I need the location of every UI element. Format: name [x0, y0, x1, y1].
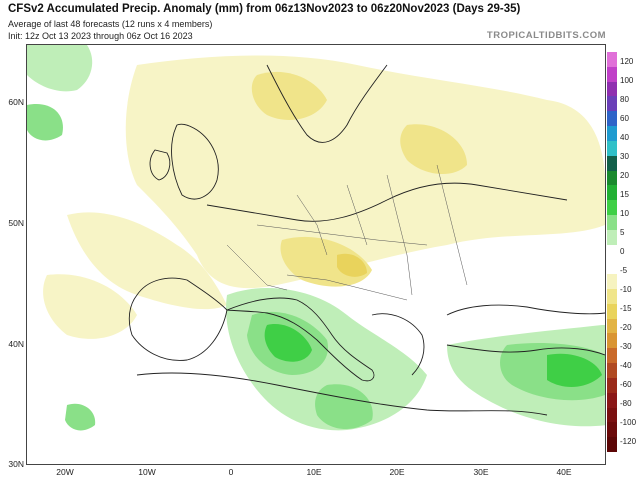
- colorbar-segment: [607, 52, 617, 67]
- colorbar-segment: [607, 407, 617, 423]
- colorbar-label: 120: [620, 56, 634, 66]
- colorbar-segment: [607, 185, 617, 201]
- colorbar-label: -60: [620, 380, 632, 390]
- colorbar-segment: [607, 229, 617, 245]
- border-line: [436, 164, 468, 286]
- colorbar-label: -80: [620, 399, 632, 409]
- colorbar-segment: [607, 259, 617, 275]
- wet-core-middle-east: [547, 353, 602, 387]
- colorbar-label: -40: [620, 361, 632, 371]
- coastlines: [128, 64, 605, 416]
- lon-label-20w: 20W: [56, 467, 74, 477]
- colorbar-segment: [607, 377, 617, 393]
- border-line: [226, 244, 288, 291]
- colorbar-label: 15: [620, 189, 629, 199]
- colorbar-label: -5: [620, 266, 628, 276]
- colorbar: [607, 52, 617, 452]
- north-europe-coast: [206, 182, 568, 222]
- ireland-coast: [149, 149, 171, 181]
- wet-anomaly-west: [27, 104, 63, 141]
- colorbar-segment: [607, 126, 617, 141]
- border-line: [286, 274, 408, 301]
- colorbar-segment: [607, 66, 617, 82]
- map-subtitle-forecasts: Average of last 48 forecasts (12 runs x …: [8, 19, 213, 29]
- italy-france-coast: [226, 297, 375, 382]
- lat-label-50n: 50N: [8, 218, 24, 228]
- lon-label-40e: 40E: [556, 467, 572, 477]
- colorbar-label: 40: [620, 132, 629, 142]
- north-africa-coast: [136, 372, 548, 416]
- country-borders: [226, 164, 468, 301]
- colorbar-segment: [607, 81, 617, 97]
- wet-anomaly-northwest: [27, 45, 93, 92]
- precip-anomaly-map: [27, 45, 605, 464]
- lon-label-30e: 30E: [473, 467, 489, 477]
- map-panel: [26, 44, 606, 465]
- colorbar-label: -120: [620, 437, 637, 447]
- dry-anomaly-iberia: [67, 212, 227, 310]
- colorbar-label: 100: [620, 75, 634, 85]
- colorbar-label: -100: [620, 418, 637, 428]
- colorbar-label: -20: [620, 323, 632, 333]
- colorbar-segment: [607, 244, 617, 260]
- dry-core-scandinavia: [251, 71, 327, 120]
- wet-core-tyrrhenian: [264, 324, 312, 362]
- great-britain-coast: [171, 123, 219, 200]
- colorbar-segment: [607, 155, 617, 171]
- colorbar-label: 60: [620, 113, 629, 123]
- colorbar-segment: [607, 437, 617, 452]
- scandinavia-coast: [266, 64, 388, 143]
- colorbar-segment: [607, 348, 617, 364]
- colorbar-label: 30: [620, 151, 629, 161]
- wet-anomaly-atlantic-south: [65, 403, 96, 431]
- map-title: CFSv2 Accumulated Precip. Anomaly (mm) f…: [8, 3, 521, 15]
- map-subtitle-init: Init: 12z Oct 13 2023 through 06z Oct 16…: [8, 31, 193, 41]
- colorbar-segment: [607, 392, 617, 408]
- colorbar-label: 0: [620, 247, 625, 256]
- iberia-coast: [128, 277, 228, 361]
- balkans-coast: [371, 313, 425, 376]
- lon-label-0: 0: [228, 467, 234, 477]
- dry-anomaly-atlantic: [43, 274, 137, 339]
- border-line: [296, 194, 328, 256]
- dry-core-poland: [400, 124, 467, 175]
- colorbar-segment: [607, 214, 617, 230]
- colorbar-label: -15: [620, 304, 632, 314]
- lat-label-30n: 30N: [8, 459, 24, 469]
- lat-label-60n: 60N: [8, 97, 24, 107]
- colorbar-segment: [607, 303, 617, 319]
- colorbar-label: 10: [620, 208, 629, 218]
- lat-label-40n: 40N: [8, 339, 24, 349]
- colorbar-segment: [607, 170, 617, 186]
- colorbar-segment: [607, 274, 617, 289]
- colorbar-segment: [607, 140, 617, 156]
- dry-anomaly-east: [387, 75, 596, 165]
- dry-core-dark: [337, 253, 367, 277]
- colorbar-segment: [607, 111, 617, 127]
- brand-watermark: TROPICALTIDBITS.COM: [486, 30, 606, 41]
- lon-label-20e: 20E: [389, 467, 405, 477]
- border-line: [346, 184, 368, 246]
- colorbar-label: 20: [620, 170, 629, 180]
- colorbar-label: 80: [620, 94, 629, 104]
- colorbar-label: -30: [620, 342, 632, 352]
- colorbar-segment: [607, 422, 617, 438]
- border-line: [386, 174, 413, 296]
- border-line: [256, 224, 428, 246]
- colorbar-segment: [607, 318, 617, 334]
- lon-label-10e: 10E: [306, 467, 322, 477]
- colorbar-segment: [607, 200, 617, 215]
- black-sea-coast: [446, 304, 605, 316]
- colorbar-segment: [607, 96, 617, 112]
- colorbar-label: -10: [620, 285, 632, 295]
- header: CFSv2 Accumulated Precip. Anomaly (mm) f…: [0, 0, 640, 44]
- colorbar-segment: [607, 333, 617, 349]
- turkey-south-coast: [446, 344, 605, 356]
- colorbar-label: 5: [620, 227, 625, 237]
- colorbar-segment: [607, 363, 617, 378]
- colorbar-segment: [607, 289, 617, 304]
- lon-label-10w: 10W: [138, 467, 156, 477]
